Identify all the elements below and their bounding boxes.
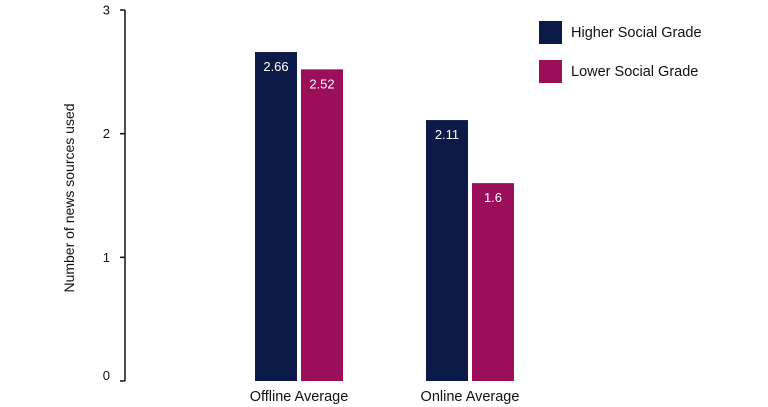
y-tick-label: 3	[103, 3, 110, 18]
bars: 2.66 2.52 2.11 1.6	[255, 52, 514, 382]
bar	[255, 52, 297, 382]
legend: Higher Social Grade Lower Social Grade	[539, 21, 702, 83]
y-tick-label: 2	[103, 126, 110, 141]
legend-swatch	[539, 21, 562, 44]
legend-label: Higher Social Grade	[571, 25, 702, 41]
x-category-labels: Offline Average Online Average	[250, 389, 520, 405]
bar-value-label: 2.66	[263, 59, 288, 74]
y-axis: 0 1 2 3	[103, 3, 126, 383]
legend-swatch	[539, 60, 562, 83]
x-category-label: Online Average	[421, 389, 520, 405]
bar	[426, 120, 468, 382]
y-axis-label: Number of news sources used	[61, 103, 77, 292]
y-tick-label: 1	[103, 250, 110, 265]
x-category-label: Offline Average	[250, 389, 349, 405]
bar-value-label: 2.52	[309, 76, 334, 91]
bar	[472, 183, 514, 381]
y-ticks: 0 1 2 3	[103, 3, 125, 383]
bar-value-label: 1.6	[484, 190, 502, 205]
legend-label: Lower Social Grade	[571, 64, 698, 80]
y-tick-label: 0	[103, 368, 110, 383]
bar-value-label: 2.11	[435, 127, 459, 142]
bar	[301, 69, 343, 382]
